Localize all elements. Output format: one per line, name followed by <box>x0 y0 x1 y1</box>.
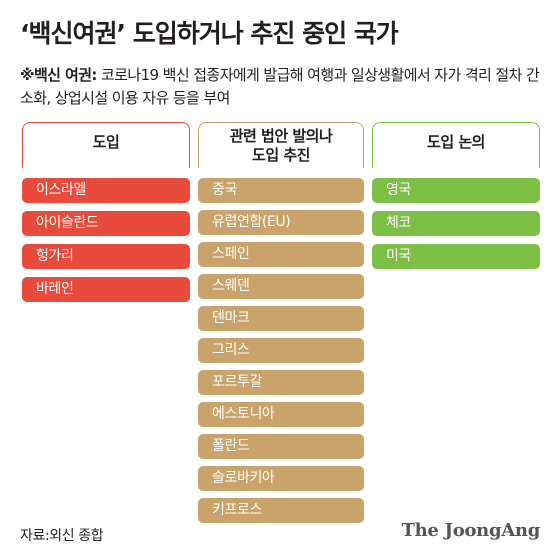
column-promoting: 관련 법안 발의나 도입 추진 중국 유럽연합(EU) 스페인 스웨덴 덴마크 … <box>197 122 365 530</box>
column-header-discussing: 도입 논의 <box>371 122 541 170</box>
publisher-logo: The JoongAng <box>401 520 541 541</box>
country-item: 미국 <box>372 244 540 269</box>
country-item: 덴마크 <box>198 306 364 331</box>
country-item: 스웨덴 <box>198 274 364 299</box>
country-item: 키프로스 <box>198 498 364 523</box>
column-discussing: 도입 논의 영국 체코 미국 <box>371 122 541 277</box>
country-item: 중국 <box>198 178 364 203</box>
country-item: 이스라엘 <box>22 178 190 203</box>
note-text: 코로나19 백신 접종자에게 발급해 여행과 일상생활에서 자가 격리 절차 간… <box>20 66 540 107</box>
note-mark: ※백신 여권: <box>20 66 97 84</box>
source-note: 자료:외신 종합 <box>20 528 104 544</box>
column-header-label: 도입 <box>92 133 120 151</box>
column-header-label: 도입 논의 <box>427 133 485 151</box>
country-item: 바레인 <box>22 277 190 302</box>
country-item: 포르투갈 <box>198 370 364 395</box>
column-introduced: 도입 이스라엘 아이슬란드 헝가리 바레인 <box>21 122 191 310</box>
country-item: 그리스 <box>198 338 364 363</box>
page-title: ‘백신여권’ 도입하거나 추진 중인 국가 <box>20 19 399 48</box>
country-item: 체코 <box>372 211 540 236</box>
column-header-promoting: 관련 법안 발의나 도입 추진 <box>197 122 365 170</box>
country-item: 아이슬란드 <box>22 211 190 236</box>
country-item: 헝가리 <box>22 244 190 269</box>
country-item: 영국 <box>372 178 540 203</box>
column-header-label-line2: 도입 추진 <box>252 146 310 164</box>
country-item: 에스토니아 <box>198 402 364 427</box>
note: ※백신 여권: 코로나19 백신 접종자에게 발급해 여행과 일상생활에서 자가… <box>20 64 540 110</box>
country-item: 유럽연합(EU) <box>198 210 364 235</box>
column-header-label-line1: 관련 법안 발의나 <box>229 127 333 145</box>
country-item: 폴란드 <box>198 434 364 459</box>
column-header-introduced: 도입 <box>21 122 191 170</box>
country-item: 스페인 <box>198 242 364 267</box>
country-item: 슬로바키아 <box>198 466 364 491</box>
